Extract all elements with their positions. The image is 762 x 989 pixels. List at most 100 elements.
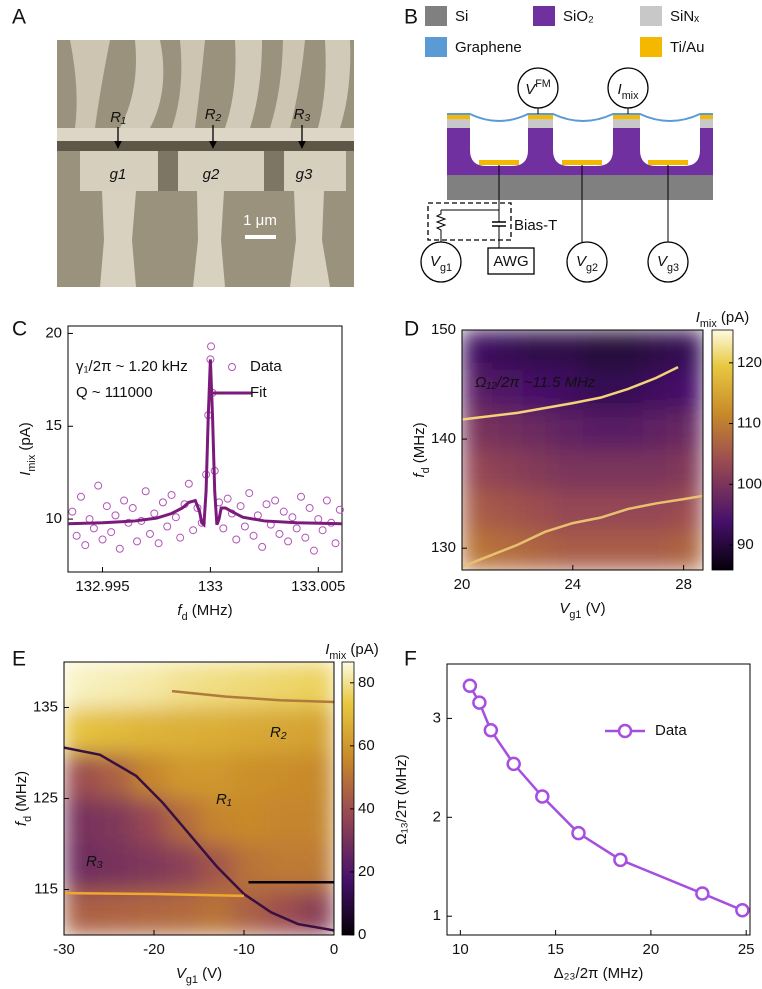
- data-point: [98, 535, 107, 544]
- label-part: f: [177, 602, 183, 619]
- label-part: V: [430, 253, 442, 270]
- data-point: [695, 886, 710, 901]
- data-point: [81, 541, 90, 550]
- gate-label: g2: [203, 166, 220, 183]
- heatmap-cell: [492, 410, 523, 451]
- x-tick-label: 133.005: [291, 578, 345, 595]
- scale-bar-label: 1 μm: [243, 212, 277, 229]
- colorbar-tick-label: 40: [358, 800, 375, 817]
- data-point: [232, 535, 241, 544]
- heatmap-cell: [131, 798, 166, 845]
- label-part: I: [696, 309, 700, 326]
- heatmap-cell: [492, 330, 523, 371]
- label-part: g1: [569, 609, 581, 621]
- data-point: [483, 723, 499, 738]
- heatmap-cell: [97, 707, 133, 754]
- legend-swatch: [640, 37, 662, 57]
- panel-label: E: [12, 648, 26, 671]
- gate-label: g1: [110, 166, 127, 183]
- node-label: Vg1: [430, 253, 452, 274]
- data-point: [158, 498, 167, 507]
- heatmap-cell: [492, 530, 523, 570]
- heatmap-cell: [232, 798, 268, 845]
- heatmap-cell: [462, 369, 493, 411]
- data-point: [271, 496, 280, 505]
- gate-label: g3: [296, 166, 313, 183]
- heatmap-cell: [266, 798, 301, 845]
- data-point: [571, 825, 586, 841]
- heatmap-cell: [582, 489, 614, 531]
- heatmap-cell: [97, 798, 133, 845]
- heatmap-cell: [97, 844, 133, 891]
- data-point: [335, 505, 344, 514]
- heatmap-cell: [522, 410, 554, 451]
- colorbar-tick-label: 110: [737, 415, 761, 432]
- data-point: [262, 500, 271, 509]
- resonance-trace: [462, 494, 703, 568]
- data-point: [68, 507, 77, 516]
- heatmap-cell: [131, 889, 166, 935]
- resonance-trace: [64, 746, 334, 932]
- heatmap-cell: [642, 330, 674, 371]
- colorbar-title: Imix (pA): [325, 641, 378, 662]
- label-part: V: [657, 253, 669, 270]
- legend-marker: [228, 363, 236, 371]
- y-axis-label: fd (MHz): [13, 771, 34, 826]
- heatmap-cell: [552, 449, 584, 491]
- heatmap-cell: [582, 530, 614, 570]
- data-point: [284, 537, 293, 546]
- data-point: [150, 509, 159, 518]
- sem-image: [57, 40, 354, 287]
- data-point: [176, 533, 185, 542]
- data-point: [133, 537, 142, 546]
- legend-swatch: [533, 6, 555, 26]
- heatmap-cell: [492, 449, 523, 491]
- label-part: f: [13, 820, 30, 826]
- colorbar-tick-label: 20: [358, 863, 375, 880]
- heatmap-cell: [672, 369, 703, 411]
- annotation: γ₁/2π ~ 1.20 kHz: [76, 358, 188, 375]
- data-point: [292, 524, 301, 533]
- data-point: [107, 528, 116, 537]
- label-part: (MHz): [411, 422, 428, 467]
- heatmap-cell: [165, 753, 200, 800]
- x-tick-label: 20: [454, 576, 471, 593]
- data-point: [72, 531, 81, 540]
- data-point: [322, 496, 331, 505]
- heatmap-cell: [552, 410, 584, 451]
- heatmap-cell: [199, 753, 234, 800]
- heatmap-cell: [552, 330, 584, 371]
- colorbar-tick-label: 90: [737, 536, 754, 553]
- heatmap-cell: [522, 369, 554, 411]
- data-point: [94, 481, 103, 490]
- heatmap-cell: [522, 330, 554, 371]
- data-point: [111, 511, 120, 520]
- data-point: [301, 533, 310, 542]
- label-part: V: [576, 253, 588, 270]
- resonator-label: R₃: [294, 106, 311, 123]
- panel-label: B: [404, 6, 418, 29]
- data-point: [535, 789, 550, 804]
- panel-label: D: [404, 318, 419, 341]
- heatmap-cell: [642, 530, 674, 570]
- y-tick-label: 140: [431, 430, 456, 447]
- y-tick-label: 1: [433, 907, 441, 924]
- label-part: d: [420, 467, 432, 473]
- y-tick-label: 15: [45, 417, 62, 434]
- heatmap-cells: [64, 662, 334, 935]
- annotation: Q ~ 111000: [76, 384, 153, 401]
- label-part: f: [411, 472, 428, 478]
- label-part: FM: [535, 78, 551, 90]
- heatmap-cell: [492, 489, 523, 531]
- heatmap-cell: [64, 798, 99, 845]
- label-part: (pA): [717, 309, 750, 326]
- label-part: V: [176, 965, 188, 982]
- x-tick-label: 15: [547, 941, 564, 958]
- data-point: [288, 513, 297, 522]
- data-point: [115, 544, 124, 553]
- label-part: (MHz): [188, 602, 233, 619]
- heatmap: [64, 662, 334, 935]
- data-point: [253, 511, 262, 520]
- label-part: (MHz): [13, 771, 30, 816]
- label-part: g2: [586, 262, 598, 274]
